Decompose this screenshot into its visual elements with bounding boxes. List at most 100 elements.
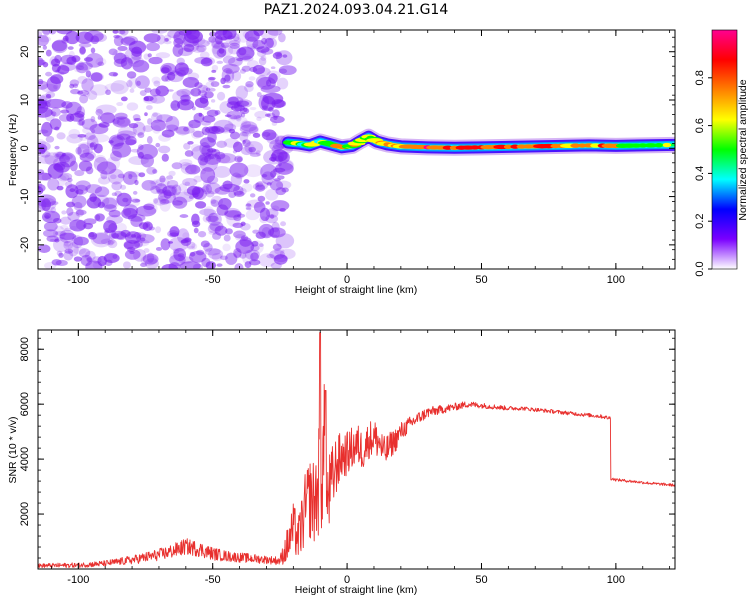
noise-blob	[260, 48, 274, 55]
noise-blob	[133, 117, 141, 122]
noise-blob	[267, 227, 286, 238]
noise-blob	[136, 80, 141, 86]
noise-blob	[200, 167, 216, 184]
noise-blob	[266, 132, 280, 145]
noise-blob	[39, 94, 52, 105]
noise-blob	[249, 66, 258, 73]
colorbar-ticks: 0.0 0.2 0.4 0.6 0.8	[694, 70, 712, 277]
noise-blob	[211, 149, 221, 157]
noise-blob	[108, 71, 119, 77]
spectrogram-marks	[38, 30, 675, 269]
noise-blob	[116, 102, 124, 107]
noise-blob	[49, 238, 56, 242]
noise-blob	[205, 81, 215, 89]
noise-blob	[152, 169, 158, 174]
noise-blob	[241, 120, 252, 128]
noise-blob	[112, 254, 118, 259]
noise-blob	[61, 210, 67, 215]
noise-blob	[186, 245, 196, 250]
noise-blob	[243, 179, 250, 184]
noise-blob	[110, 150, 122, 162]
noise-blob	[222, 84, 231, 89]
noise-blob	[223, 234, 231, 242]
noise-blob	[269, 115, 285, 124]
noise-blob	[244, 83, 254, 93]
noise-blob	[112, 118, 120, 124]
noise-blob	[193, 175, 203, 183]
noise-blob	[122, 204, 139, 218]
noise-blob	[207, 77, 215, 82]
snr-ticks: -100 -50 0 50 100 2000 4000 6000 8000	[19, 330, 675, 586]
noise-blob	[54, 126, 60, 131]
noise-blob	[264, 37, 274, 49]
colorbar-tick-label: 0.2	[694, 214, 706, 229]
noise-blob	[53, 237, 69, 253]
noise-blob	[279, 207, 286, 212]
noise-blob	[61, 153, 73, 160]
noise-blob	[84, 250, 96, 262]
noise-blob	[195, 201, 207, 209]
noise-blob	[54, 54, 62, 64]
noise-blob	[193, 227, 199, 234]
snr-frame	[37, 329, 676, 570]
colorbar-tick-label: 0.8	[694, 70, 706, 85]
noise-blob	[278, 33, 286, 43]
noise-blob	[174, 126, 195, 135]
noise-blob	[155, 142, 161, 148]
noise-blob	[120, 96, 128, 102]
noise-blob	[65, 201, 76, 208]
noise-blob	[72, 83, 79, 89]
noise-blob	[261, 105, 269, 112]
noise-blob	[219, 45, 234, 57]
noise-blob	[279, 248, 296, 260]
noise-blob	[211, 45, 222, 55]
noise-blob	[225, 35, 241, 45]
noise-blob	[199, 155, 219, 172]
noise-blob	[116, 133, 131, 141]
noise-blob	[172, 196, 188, 209]
noise-blob	[190, 164, 198, 174]
noise-blob	[216, 153, 237, 164]
noise-blob	[173, 247, 187, 262]
noise-blob	[104, 230, 110, 234]
noise-blob	[152, 112, 158, 117]
noise-blob	[163, 40, 172, 45]
noise-blob	[191, 213, 200, 225]
noise-blob	[116, 130, 137, 140]
noise-blob	[64, 227, 72, 232]
noise-blob	[60, 109, 70, 114]
noise-blob	[246, 199, 264, 208]
noise-blob	[180, 94, 191, 102]
noise-blob	[126, 80, 133, 88]
noise-blob	[75, 31, 94, 44]
noise-blob	[175, 126, 190, 136]
noise-blob	[245, 203, 252, 210]
noise-blob	[239, 187, 247, 195]
noise-blob	[113, 34, 120, 39]
noise-blob	[132, 121, 146, 136]
noise-blob	[197, 90, 208, 97]
noise-blob	[74, 111, 85, 118]
noise-blob	[261, 96, 276, 111]
noise-blob	[52, 151, 64, 158]
noise-blob	[203, 179, 212, 188]
noise-blob	[38, 244, 51, 253]
noise-blob	[270, 66, 276, 70]
noise-blob	[90, 35, 100, 45]
noise-blob	[224, 210, 242, 218]
noise-blob	[78, 61, 84, 68]
spectrogram-y-tick-label: 20	[19, 46, 31, 58]
noise-blob	[97, 115, 102, 120]
noise-blob	[241, 130, 252, 137]
noise-blob	[243, 107, 248, 112]
noise-blob	[205, 182, 221, 195]
noise-blob	[203, 153, 222, 165]
noise-blob	[132, 60, 150, 73]
noise-blob	[95, 57, 107, 66]
noise-blob	[232, 141, 243, 153]
noise-blob	[254, 110, 268, 119]
noise-blob	[216, 154, 231, 164]
noise-blob	[270, 200, 290, 212]
noise-blob	[258, 94, 269, 110]
